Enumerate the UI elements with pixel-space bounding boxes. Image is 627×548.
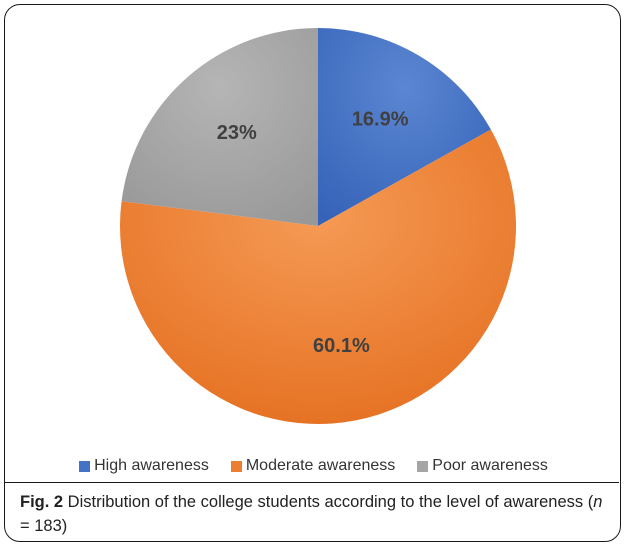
figure-label: Fig. 2 — [20, 493, 64, 511]
figure-frame — [4, 4, 621, 542]
data-label-poor-awareness: 23% — [217, 122, 257, 144]
legend-item-moderate-awareness: Moderate awareness — [230, 457, 396, 475]
data-label-high-awareness: 16.9% — [352, 108, 409, 130]
pie-slice-moderate-awareness — [120, 129, 516, 424]
legend-label-moderate: Moderate awareness — [245, 457, 396, 474]
caption-text-end: = 183) — [20, 517, 68, 535]
pie-chart-svg: 16.9% 60.1% 23% — [120, 28, 516, 424]
legend-swatch-high — [79, 460, 91, 472]
caption-divider — [5, 482, 619, 483]
legend-label-poor: Poor awareness — [432, 457, 548, 474]
figure-caption: Fig. 2 Distribution of the college stude… — [20, 490, 615, 538]
legend-label-high: High awareness — [94, 457, 209, 474]
legend-item-poor-awareness: Poor awareness — [417, 457, 548, 475]
legend-item-high-awareness: High awareness — [79, 457, 209, 475]
caption-text-start: Distribution of the college students acc… — [63, 493, 594, 511]
chart-legend: High awareness Moderate awareness Poor a… — [0, 457, 627, 475]
pie-slice-high-awareness — [318, 28, 491, 226]
legend-swatch-poor — [417, 460, 429, 472]
pie-slice-poor-awareness — [121, 28, 319, 226]
legend-swatch-moderate — [230, 460, 242, 472]
pie-chart: 16.9% 60.1% 23% — [120, 28, 516, 424]
data-label-moderate-awareness: 60.1% — [313, 335, 370, 357]
caption-n-symbol: n — [593, 493, 603, 511]
